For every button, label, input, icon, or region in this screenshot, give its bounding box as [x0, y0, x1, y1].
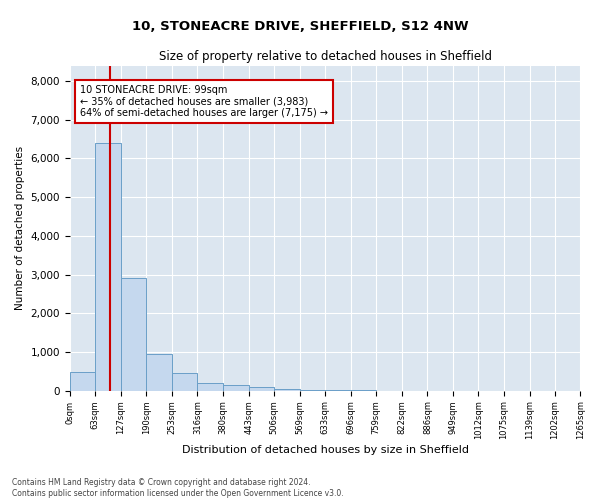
Y-axis label: Number of detached properties: Number of detached properties	[15, 146, 25, 310]
X-axis label: Distribution of detached houses by size in Sheffield: Distribution of detached houses by size …	[182, 445, 469, 455]
Text: Contains HM Land Registry data © Crown copyright and database right 2024.
Contai: Contains HM Land Registry data © Crown c…	[12, 478, 344, 498]
Bar	[274, 389, 299, 390]
Bar	[146, 354, 172, 391]
Bar	[70, 372, 95, 390]
Bar	[248, 387, 274, 390]
Text: 10, STONEACRE DRIVE, SHEFFIELD, S12 4NW: 10, STONEACRE DRIVE, SHEFFIELD, S12 4NW	[131, 20, 469, 33]
Bar	[121, 278, 146, 390]
Bar	[223, 385, 248, 390]
Title: Size of property relative to detached houses in Sheffield: Size of property relative to detached ho…	[158, 50, 491, 63]
Bar	[95, 143, 121, 390]
Bar	[172, 374, 197, 390]
Text: 10 STONEACRE DRIVE: 99sqm
← 35% of detached houses are smaller (3,983)
64% of se: 10 STONEACRE DRIVE: 99sqm ← 35% of detac…	[80, 85, 328, 118]
Bar	[197, 383, 223, 390]
